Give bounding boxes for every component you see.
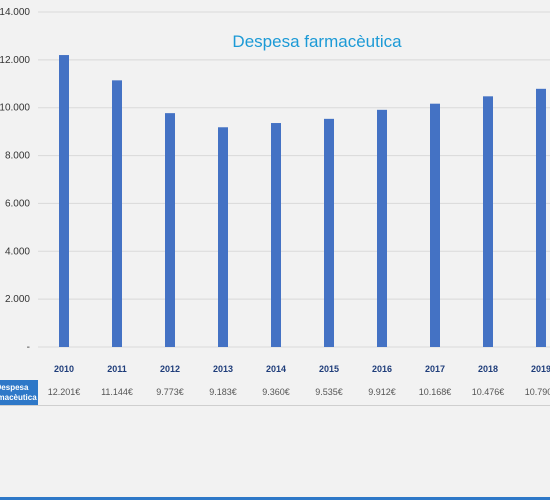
y-tick-label: 14.000: [0, 7, 30, 18]
x-tick-label: 2019: [531, 364, 550, 374]
bar-2016: [377, 109, 387, 347]
series-name-cell: Despesa farmacèutica: [0, 380, 38, 405]
y-tick-label: 4.000: [5, 246, 30, 257]
value-cell-2013: 9.183€: [209, 387, 237, 397]
x-tick-label: 2011: [107, 364, 127, 374]
y-tick-label: 10.000: [0, 103, 30, 114]
x-tick-label: 2013: [213, 364, 233, 374]
x-tick-label: 2018: [478, 364, 498, 374]
bar-2011: [112, 80, 122, 347]
bar-2012: [165, 113, 175, 347]
bar-2015: [324, 118, 334, 348]
value-cell-2012: 9.773€: [156, 387, 184, 397]
bar-2014: [271, 123, 281, 348]
bar-chart: -2.0004.0006.0008.00010.00012.00014.000 …: [0, 7, 550, 374]
bar-2013: [218, 127, 228, 347]
chart-title: Despesa farmacèutica: [232, 32, 402, 51]
y-tick-label: 2.000: [5, 294, 30, 305]
x-tick-label: 2016: [372, 364, 392, 374]
value-cell-2010: 12.201€: [47, 387, 81, 397]
x-tick-label: 2017: [425, 364, 445, 374]
value-cell-2015: 9.535€: [315, 387, 343, 397]
y-tick-label: 6.000: [5, 198, 30, 209]
bar-2010: [59, 55, 69, 348]
x-tick-label: 2012: [160, 364, 180, 374]
value-cell-2011: 11.144€: [101, 387, 133, 397]
value-cell-2019: 10.790€: [524, 387, 550, 397]
bar-2019: [536, 88, 546, 347]
y-tick-label: 12.000: [0, 55, 30, 66]
value-cell-2018: 10.476€: [471, 387, 505, 397]
x-tick-label: 2010: [54, 364, 74, 374]
x-tick-label: 2014: [266, 364, 286, 374]
y-tick-label: 8.000: [5, 151, 30, 162]
bottom-rule: [0, 497, 550, 500]
x-tick-label: 2015: [319, 364, 339, 374]
value-cell-2014: 9.360€: [262, 387, 290, 397]
bar-2017: [430, 103, 440, 348]
data-table-row: Despesa farmacèutica 12.201€ 11.144€ 9.773…: [0, 380, 550, 406]
value-cell-2017: 10.168€: [418, 387, 452, 397]
value-cell-2016: 9.912€: [368, 387, 396, 397]
y-tick-label: -: [27, 342, 30, 353]
bar-2018: [483, 96, 493, 348]
